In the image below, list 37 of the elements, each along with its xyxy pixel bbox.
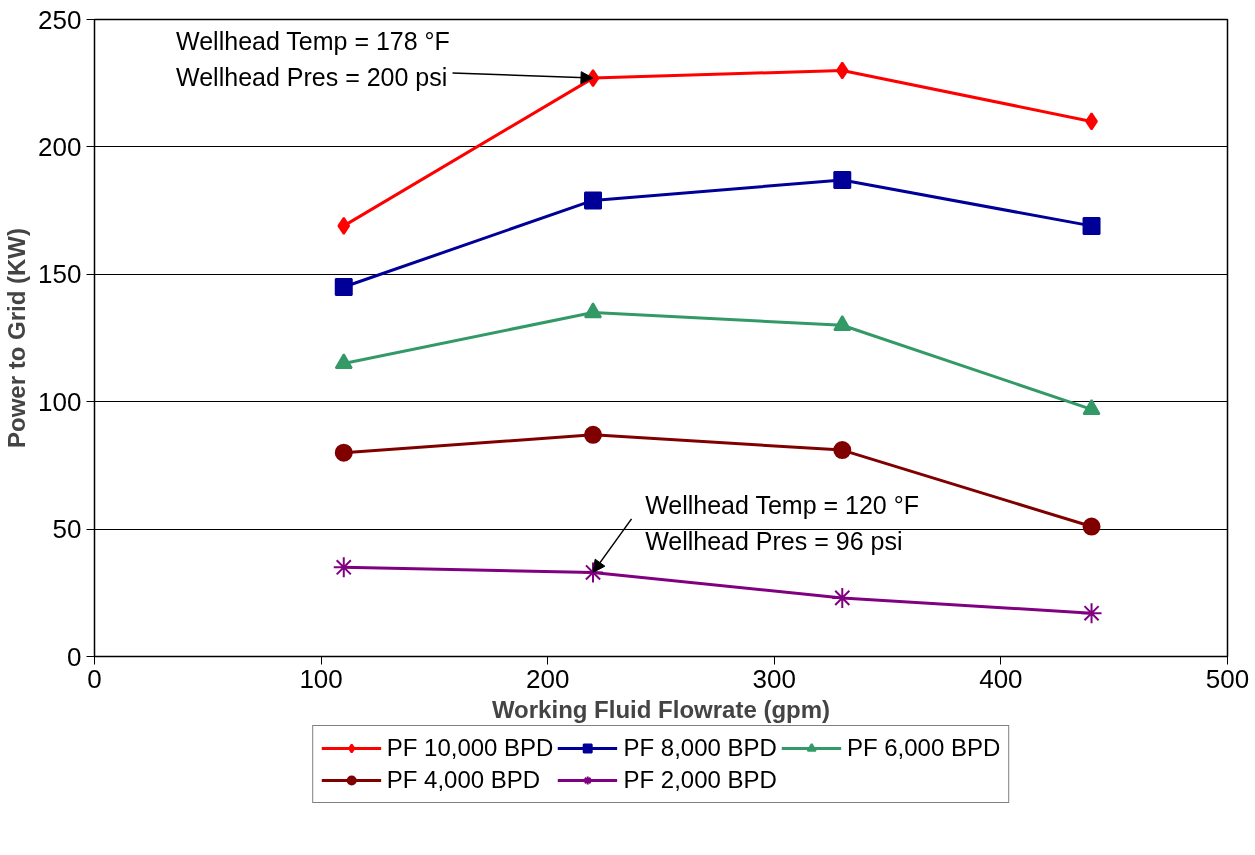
x-tick-label: 100 (299, 663, 343, 694)
x-tick-label: 400 (979, 663, 1023, 694)
y-tick-label: 0 (67, 641, 82, 672)
point (833, 441, 852, 460)
y-axis-title: Power to Grid (KW) (3, 228, 31, 448)
point (833, 171, 852, 190)
legend-label: PF 10,000 BPD (386, 734, 554, 762)
x-tick-label: 300 (752, 663, 796, 694)
annotation: Wellhead Temp = 120 °F Wellhead Pres = 96 psi (645, 490, 919, 555)
point (582, 561, 605, 584)
x-tick-label: 200 (526, 663, 570, 694)
legend-label: PF 6,000 BPD (846, 734, 1001, 762)
point (1082, 216, 1101, 235)
point (334, 278, 353, 297)
point (332, 556, 355, 579)
y-tick-label: 150 (38, 259, 82, 290)
y-tick-label: 200 (38, 131, 82, 162)
x-tick-label: 0 (87, 663, 102, 694)
legend-label: PF 4,000 BPD (386, 766, 541, 794)
y-tick-label: 50 (52, 514, 82, 545)
legend-label: PF 2,000 BPD (623, 766, 777, 794)
x-axis-title: Working Fluid Flowrate (gpm) (491, 695, 831, 723)
y-tick-label: 100 (38, 386, 82, 417)
point (334, 353, 353, 370)
point (584, 302, 603, 319)
point (835, 61, 849, 80)
annotation: Wellhead Temp = 178 °F Wellhead Pres = 200 psi (176, 27, 450, 91)
point (584, 191, 603, 210)
point (831, 586, 854, 609)
point (584, 425, 603, 444)
point (1080, 602, 1103, 625)
y-tick-label: 250 (38, 4, 82, 35)
legend-label: PF 8,000 BPD (623, 734, 777, 762)
x-tick-label: 500 (1205, 663, 1250, 694)
point (1082, 517, 1101, 536)
point (334, 443, 353, 462)
point (337, 216, 351, 235)
